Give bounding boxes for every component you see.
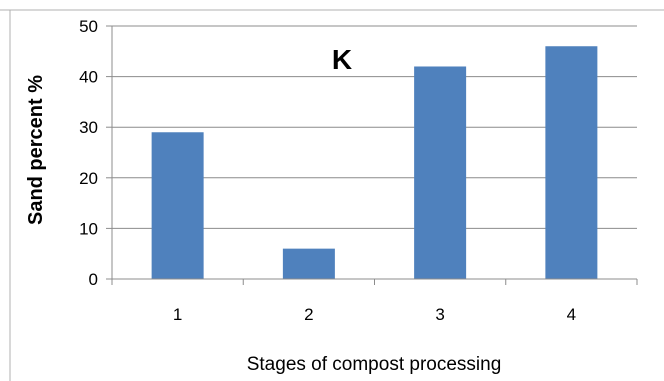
bar-stage-4 xyxy=(545,46,598,279)
x-tick-labels: 1 2 3 4 xyxy=(173,305,576,324)
bar-stage-2 xyxy=(282,248,335,279)
x-tick-label: 2 xyxy=(304,305,313,324)
y-tick-label: 50 xyxy=(79,17,98,36)
y-tick-label: 30 xyxy=(79,118,98,137)
x-tick-label: 3 xyxy=(435,305,444,324)
axes xyxy=(106,25,638,285)
x-tick-label: 4 xyxy=(567,305,576,324)
x-tick-label: 1 xyxy=(173,305,182,324)
bars xyxy=(151,46,598,279)
x-axis-title: Stages of compost processing xyxy=(247,354,502,375)
y-tick-label: 10 xyxy=(79,219,98,238)
y-tick-labels: 0 10 20 30 40 50 xyxy=(79,17,98,289)
y-axis-title: Sand percent % xyxy=(25,75,47,225)
chart-title: K xyxy=(332,44,352,75)
y-tick-label: 20 xyxy=(79,169,98,188)
bar-stage-3 xyxy=(414,66,467,279)
bar-stage-1 xyxy=(151,132,204,279)
y-tick-label: 40 xyxy=(79,68,98,87)
y-tick-label: 0 xyxy=(89,270,98,289)
